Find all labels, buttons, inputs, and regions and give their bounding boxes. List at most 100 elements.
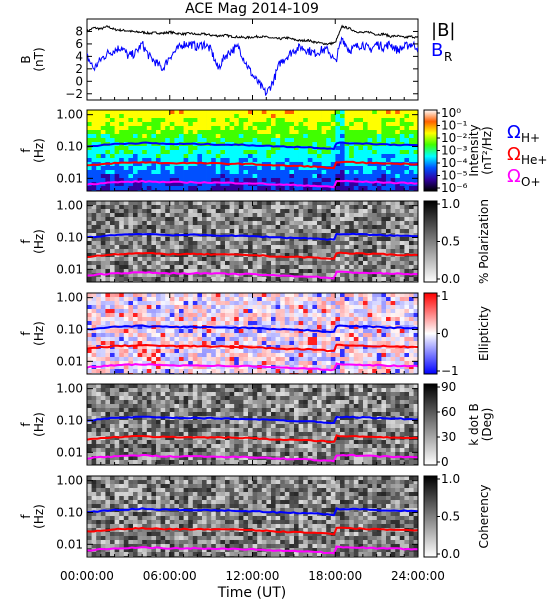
colorbar-coherency [423,475,438,558]
y-tick-label: 0.10 [56,413,83,427]
y-axis-label: f (Hz) [19,138,46,163]
y-tick-label: 4 [75,49,83,63]
y-tick-label: 1.00 [56,199,83,213]
gyrofrequency-line-He [87,160,418,170]
colorbar-ellipticity [423,292,438,375]
panel-b-plot [87,24,418,96]
legend-b-total: |B| [431,20,455,41]
colorbar-tick-label: 10⁻⁴ [441,156,468,170]
y-tick-label: 1.00 [56,382,83,396]
colorbar-tick-label: 0.5 [441,510,460,524]
colorbar-tick-label: 30 [441,430,456,444]
colorbar-tick-label: 0 [441,327,449,341]
colorbar-tick-label: 10⁻⁵ [441,169,468,183]
gyrofrequency-line-H [87,232,418,241]
colorbar-label: % Polarization [477,199,491,284]
legend-b-r-sub: R [444,50,452,64]
colorbar-label-main: Intensity [467,124,481,176]
colorbar-label: Ellipticity [477,306,491,361]
y-tick-label: 0.01 [56,262,83,276]
y-axis-unit: (Hz) [32,412,46,437]
colorbar-tick-label: 10⁰ [441,106,461,120]
colorbar-label-unit: (nT²/Hz) [480,126,494,174]
legend-gyro-sub: O+ [521,175,541,189]
colorbar-tick-label: 0 [441,455,449,469]
y-axis-label: f (Hz) [19,321,46,346]
y-axis-symbol: f [19,422,33,427]
colorbar-tick-label: 60 [441,405,456,419]
colorbar-intensity [423,109,438,192]
gyrofrequency-line-O [87,179,418,189]
colorbar-label: k dot B (Deg) [467,403,494,445]
colorbar-label: Coherency [477,484,491,548]
colorbar-tick-label: 10⁻³ [441,144,468,158]
y-axis-symbol: B [19,55,33,63]
colorbar-tick-label: 10⁻¹ [441,119,468,133]
y-axis-symbol: f [19,514,33,519]
gyrofrequency-line-H [87,141,418,151]
x-tick-label: 06:00:00 [143,569,197,583]
gyrofrequency-line-He [87,526,418,536]
y-axis-unit: (nT) [32,47,46,71]
gyrofrequency-line-He [87,251,418,260]
panel-coherency-plot [87,476,418,557]
y-tick-label: 0.10 [56,505,83,519]
panel-ellipticity-plot [87,293,418,374]
y-tick-label: 8 [75,24,83,38]
chart-title: ACE Mag 2014-109 [185,1,319,17]
gyrofrequency-line-O [87,362,418,372]
colorbar-label-main: Coherency [477,484,491,548]
gyrofrequency-line-O [87,270,418,280]
legend-b-r: B [431,40,443,61]
colorbar-tick-label: −1 [441,364,459,378]
colorbar-label-main: % Polarization [477,199,491,284]
y-tick-label: 0.10 [56,139,83,153]
panel-k-dot-b-plot [87,384,418,465]
legend-gyro-H: Ω [507,122,521,143]
y-tick-label: 1.00 [56,108,83,122]
y-axis-symbol: f [19,331,33,336]
y-axis-symbol: f [19,148,33,153]
colorbar-label: Intensity (nT²/Hz) [467,124,494,176]
y-axis-unit: (Hz) [32,229,46,254]
y-tick-label: 1.00 [56,291,83,305]
y-tick-label: 0.01 [56,354,83,368]
gyrofrequency-line-H [87,415,418,425]
gyrofrequency-line-He [87,343,418,353]
colorbar-tick-label: 10⁻² [441,131,468,145]
colorbar-tick-label: 1.0 [441,472,460,486]
colorbar-tick-label: 10⁻⁶ [441,181,468,195]
y-axis-label: B (nT) [19,47,46,71]
panel-intensity-plot [87,110,418,191]
y-tick-label: 0.10 [56,322,83,336]
y-axis-label: f (Hz) [19,504,46,529]
x-axis: 00:00:00 06:00:00 12:00:00 18:00:00 24:00:00 [60,19,445,583]
legend-gyro-sub: H+ [521,131,540,145]
y-tick-label: 0.01 [56,445,83,459]
colorbar-label-main: Ellipticity [477,306,491,361]
gyrofrequency-line-O [87,453,418,463]
colorbar-tick-label: 90 [441,380,456,394]
y-tick-label: 0.01 [56,537,83,551]
legend-gyro-O: Ω [507,166,521,187]
colorbar-tick-label: 1 [441,289,449,303]
colorbar-k-dot-b [423,383,438,466]
y-axis-label: f (Hz) [19,412,46,437]
colorbar-label-main: k dot B [467,403,481,445]
gyrofrequency-line-H [87,507,418,517]
gyrofrequency-line-H [87,324,418,334]
panel-polarization-plot [87,201,418,282]
y-tick-label: 0.01 [56,171,83,185]
y-tick-label: 6 [75,37,83,51]
y-tick-label: 0.10 [56,230,83,244]
x-tick-label: 18:00:00 [308,569,362,583]
x-tick-label: 00:00:00 [60,569,114,583]
y-axis-label: f (Hz) [19,229,46,254]
y-tick-label: −2 [65,87,83,101]
x-tick-label: 24:00:00 [391,569,445,583]
y-axis-unit: (Hz) [32,138,46,163]
gyrofrequency-line-O [87,545,418,555]
y-axis-unit: (Hz) [32,504,46,529]
